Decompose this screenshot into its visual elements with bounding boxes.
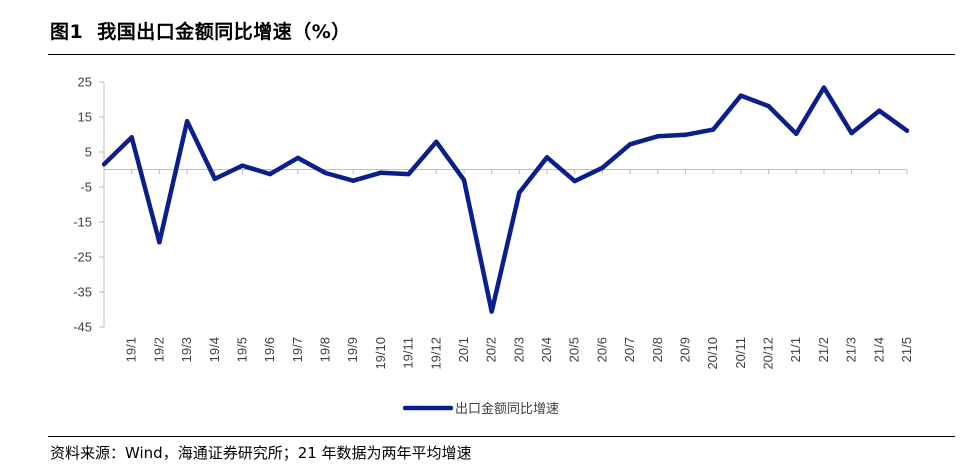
x-tick-label: 19/7 — [290, 337, 305, 362]
y-tick-label: 25 — [78, 75, 92, 90]
series-line — [101, 85, 910, 314]
data-point — [794, 131, 799, 136]
x-tick-label: 19/12 — [428, 337, 443, 370]
x-tick-label: 19/10 — [373, 337, 388, 370]
x-tick-label: 19/11 — [401, 337, 416, 369]
x-tick-label: 20/10 — [705, 337, 720, 370]
data-point — [351, 178, 356, 183]
y-tick-label: 15 — [78, 110, 92, 125]
x-tick-label: 19/6 — [262, 337, 277, 362]
data-point — [212, 176, 217, 182]
x-tick-label: 20/7 — [622, 337, 637, 362]
top-rule — [48, 54, 955, 55]
data-point — [323, 170, 328, 176]
data-point — [766, 103, 771, 109]
figure-title: 我国出口金额同比增速（%） — [97, 20, 351, 43]
data-point — [378, 170, 384, 175]
data-point — [461, 177, 467, 183]
data-point — [129, 135, 134, 140]
data-point — [710, 127, 716, 132]
x-tick-label: 21/5 — [899, 337, 914, 362]
x-tick-label: 21/3 — [844, 337, 859, 362]
data-point — [849, 130, 854, 136]
x-tick-label: 21/4 — [871, 337, 886, 362]
data-point — [157, 240, 162, 245]
data-point — [240, 163, 245, 168]
x-tick-label: 20/5 — [567, 337, 582, 362]
y-tick-label: -15 — [73, 215, 92, 230]
y-tick-label: -25 — [73, 250, 92, 265]
data-point — [655, 134, 660, 139]
y-tick-label: -5 — [80, 180, 92, 195]
x-tick-label: 20/11 — [733, 337, 748, 369]
x-tick-label: 19/4 — [207, 337, 222, 362]
y-tick-label: -45 — [73, 320, 92, 335]
data-point — [544, 155, 550, 160]
x-tick-label: 19/3 — [179, 337, 194, 362]
x-tick-label: 20/2 — [484, 337, 499, 362]
data-point — [517, 190, 522, 195]
x-tick-label: 20/9 — [677, 337, 692, 362]
data-point — [600, 165, 605, 170]
legend-label: 出口金额同比增速 — [455, 401, 559, 417]
data-point — [904, 128, 910, 133]
data-point — [489, 309, 494, 314]
data-point — [295, 155, 301, 161]
x-tick-label: 21/1 — [788, 337, 803, 362]
y-tick-label: 5 — [85, 145, 92, 160]
data-point — [267, 171, 273, 177]
x-tick-label: 19/2 — [151, 337, 166, 362]
y-tick-label: -35 — [73, 285, 92, 300]
x-tick-label: 20/4 — [539, 337, 554, 362]
data-point — [683, 132, 688, 138]
bottom-rule — [48, 436, 955, 437]
x-tick-label: 20/3 — [511, 337, 526, 362]
data-point — [572, 178, 577, 184]
x-tick-label: 20/6 — [594, 337, 609, 362]
x-tick-label: 19/8 — [318, 337, 333, 362]
figure-number: 图1 — [50, 20, 84, 43]
data-point — [434, 139, 439, 145]
figure-title-row: 图1 我国出口金额同比增速（%） — [50, 14, 351, 46]
source-note: 资料来源：Wind，海通证券研究所；21 年数据为两年平均增速 — [50, 444, 472, 462]
x-tick-label: 20/8 — [650, 337, 665, 362]
data-point — [738, 93, 744, 98]
x-tick-label: 20/1 — [456, 337, 471, 362]
data-point — [877, 108, 882, 113]
x-tick-label: 19/1 — [124, 337, 139, 362]
data-point — [627, 142, 633, 147]
x-tick-label: 19/9 — [345, 337, 360, 362]
x-tick-label: 19/5 — [234, 337, 249, 362]
data-point — [406, 171, 411, 177]
data-point — [184, 119, 190, 124]
x-tick-label: 21/2 — [816, 337, 831, 362]
data-point — [821, 85, 827, 90]
x-tick-label: 20/12 — [761, 337, 776, 370]
